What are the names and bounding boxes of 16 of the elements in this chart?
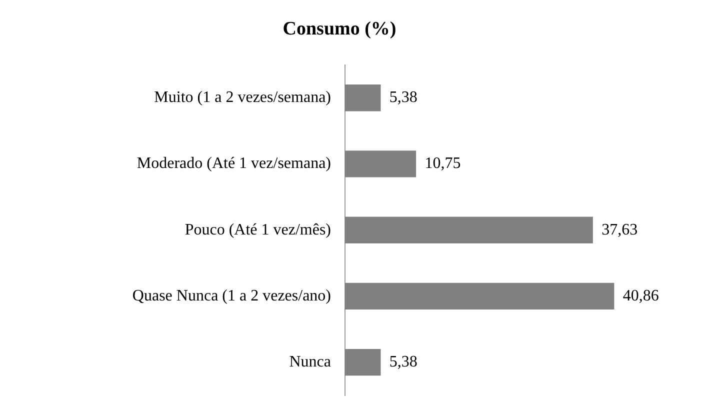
bar: [345, 282, 614, 310]
bar: [345, 150, 416, 178]
y-tick-label: Moderado (Até 1 vez/semana): [136, 155, 331, 172]
chart-title: Consumo (%): [282, 18, 396, 40]
data-label: 10,75: [424, 155, 461, 172]
y-tick-label: Quase Nunca (1 a 2 vezes/ano): [132, 287, 331, 304]
bar: [345, 216, 593, 244]
data-label: 40,86: [622, 287, 659, 304]
data-label: 5,38: [389, 354, 418, 371]
data-label: 5,38: [389, 89, 418, 106]
data-label: 37,63: [602, 221, 638, 238]
y-tick-label: Muito (1 a 2 vezes/semana): [154, 89, 331, 106]
bar: [345, 349, 381, 376]
y-tick-label: Pouco (Até 1 vez/mês): [184, 221, 331, 238]
bar: [345, 84, 381, 112]
y-tick-label: Nunca: [289, 354, 331, 371]
